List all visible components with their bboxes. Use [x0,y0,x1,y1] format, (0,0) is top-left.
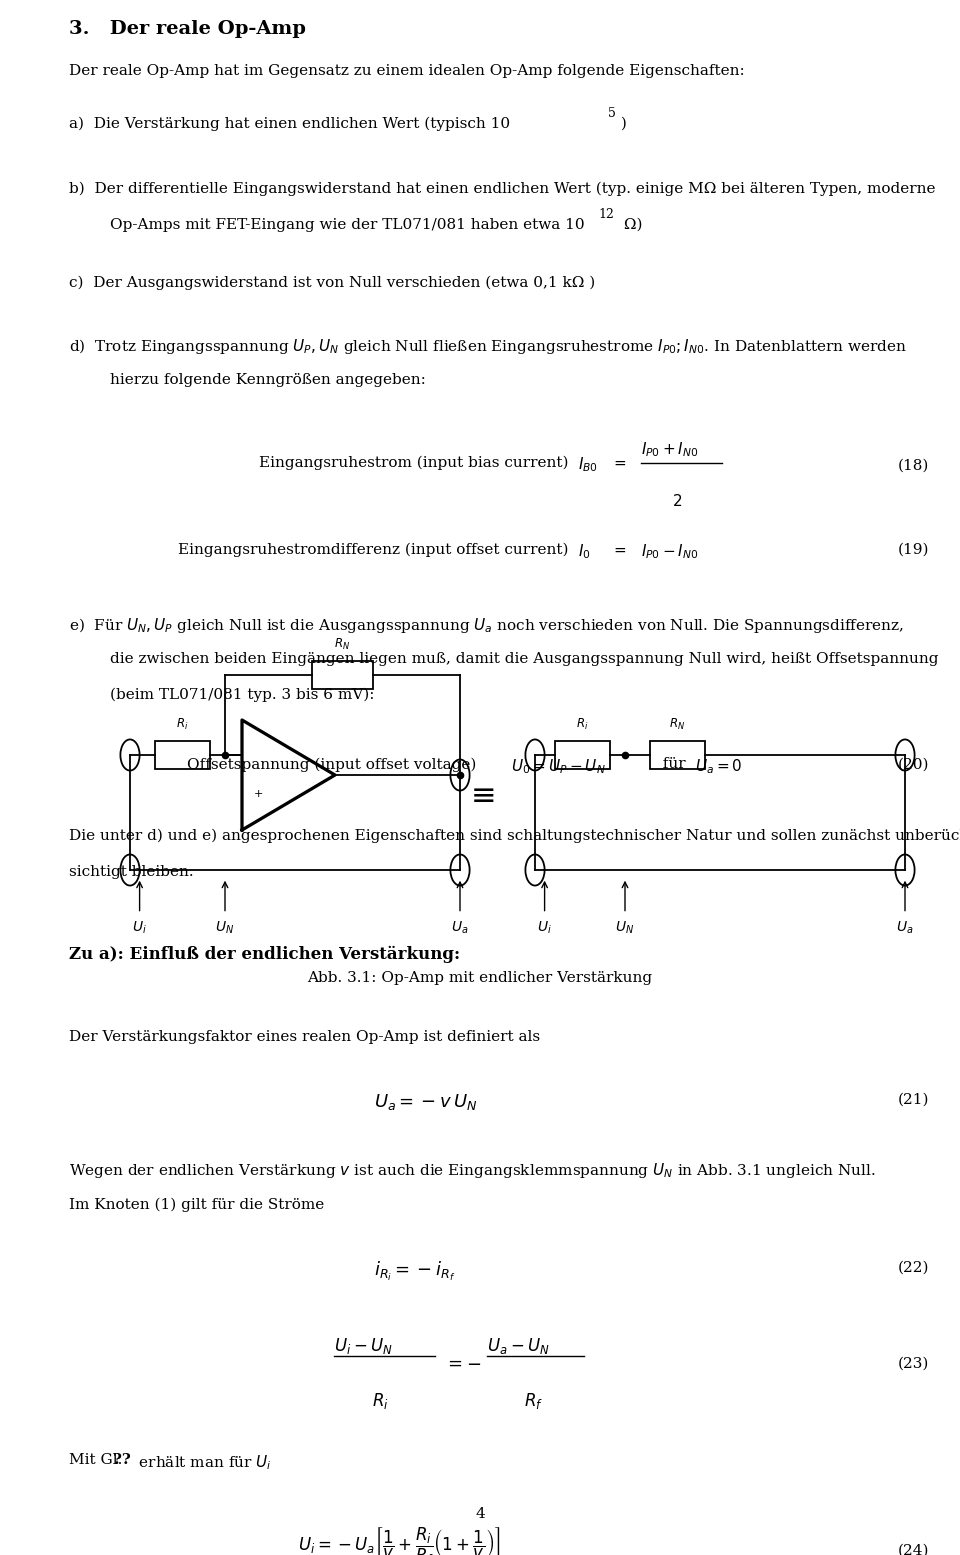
Text: 4: 4 [475,1507,485,1521]
Text: (22): (22) [898,1260,929,1274]
Text: $R_N$: $R_N$ [669,717,685,732]
Text: $=$: $=$ [611,543,627,557]
Text: (19): (19) [898,543,929,557]
Text: Op-Amps mit FET-Eingang wie der TL071/081 haben etwa 10: Op-Amps mit FET-Eingang wie der TL071/08… [110,218,585,232]
Text: Offsetspannung (input offset voltage): Offsetspannung (input offset voltage) [187,757,476,771]
Text: $U_i = -U_a\left[\dfrac{1}{v} + \dfrac{R_i}{R_f}\left(1+\dfrac{1}{v}\right)\righ: $U_i = -U_a\left[\dfrac{1}{v} + \dfrac{R… [298,1525,500,1555]
Text: erhält man für $U_i$: erhält man für $U_i$ [134,1452,273,1473]
Text: ≡: ≡ [471,782,496,812]
Text: Eingangsruhestrom (input bias current): Eingangsruhestrom (input bias current) [259,456,568,470]
Text: $U_a - U_N$: $U_a - U_N$ [487,1336,549,1356]
Text: sichtigt bleiben.: sichtigt bleiben. [69,865,194,879]
Text: e)  Für $U_N, U_P$ gleich Null ist die Ausgangsspannung $U_a$ noch verschieden v: e) Für $U_N, U_P$ gleich Null ist die Au… [69,616,904,634]
Text: 12: 12 [598,208,614,221]
Text: Der Verstärkungsfaktor eines realen Op-Amp ist definiert als: Der Verstärkungsfaktor eines realen Op-A… [69,1029,540,1043]
Text: $U_i$: $U_i$ [132,919,147,936]
FancyBboxPatch shape [555,742,610,770]
FancyBboxPatch shape [650,742,705,770]
Text: 3.   Der reale Op-Amp: 3. Der reale Op-Amp [69,20,306,39]
Text: $R_i$: $R_i$ [576,717,588,732]
Text: (20): (20) [898,757,929,771]
Text: $-$: $-$ [466,1353,481,1372]
Text: $i_{R_i} = -i_{R_f}$: $i_{R_i} = -i_{R_f}$ [374,1260,456,1283]
Text: (21): (21) [898,1092,929,1106]
Text: $I_{P0} + I_{N0}$: $I_{P0} + I_{N0}$ [641,440,699,459]
Text: a)  Die Verstärkung hat einen endlichen Wert (typisch 10: a) Die Verstärkung hat einen endlichen W… [69,117,511,131]
Text: (23): (23) [898,1356,929,1370]
Text: Im Knoten (1) gilt für die Ströme: Im Knoten (1) gilt für die Ströme [69,1197,324,1213]
Text: (beim TL071/081 typ. 3 bis 6 mV):: (beim TL071/081 typ. 3 bis 6 mV): [110,687,375,701]
Text: $U_N$: $U_N$ [215,919,234,936]
Text: c)  Der Ausgangswiderstand ist von Null verschieden (etwa 0,1 kΩ ): c) Der Ausgangswiderstand ist von Null v… [69,275,595,289]
Text: ): ) [616,117,627,131]
Text: Der reale Op-Amp hat im Gegensatz zu einem idealen Op-Amp folgende Eigenschaften: Der reale Op-Amp hat im Gegensatz zu ein… [69,64,745,78]
FancyBboxPatch shape [155,742,210,770]
Text: $=$: $=$ [444,1353,462,1372]
Text: $2$: $2$ [672,493,683,508]
FancyBboxPatch shape [312,661,373,689]
Text: 5: 5 [608,107,615,120]
Text: $I_{B0}$: $I_{B0}$ [578,456,598,474]
Text: $U_a$: $U_a$ [897,919,914,936]
Text: $U_a = -v\,U_N$: $U_a = -v\,U_N$ [374,1092,478,1112]
Text: die zwischen beiden Eingängen liegen muß, damit die Ausgangsspannung Null wird, : die zwischen beiden Eingängen liegen muß… [110,652,939,666]
Text: +: + [253,788,263,799]
Text: Ω): Ω) [619,218,642,232]
Text: $I_0$: $I_0$ [578,543,590,561]
Text: $U_0 = U_P - U_N$: $U_0 = U_P - U_N$ [511,757,606,776]
Text: Abb. 3.1: Op-Amp mit endlicher Verstärkung: Abb. 3.1: Op-Amp mit endlicher Verstärku… [307,970,653,984]
Text: $=$: $=$ [611,456,627,470]
Text: Wegen der endlichen Verstärkung $v$ ist auch die Eingangsklemmspannung $U_N$ in : Wegen der endlichen Verstärkung $v$ ist … [69,1160,876,1180]
Text: d)  Trotz Eingangsspannung $U_P, U_N$ gleich Null fließen Eingangsruhestrome $I_: d) Trotz Eingangsspannung $U_P, U_N$ gle… [69,337,907,356]
Text: Die unter d) und e) angesprochenen Eigenschaften sind schaltungstechnischer Natu: Die unter d) und e) angesprochenen Eigen… [69,829,960,843]
Text: $R_f$: $R_f$ [524,1390,543,1410]
Text: Eingangsruhestromdifferenz (input offset current): Eingangsruhestromdifferenz (input offset… [178,543,568,557]
Text: $U_i - U_N$: $U_i - U_N$ [334,1336,393,1356]
Text: (18): (18) [898,459,929,473]
Text: $I_{P0} - I_{N0}$: $I_{P0} - I_{N0}$ [641,543,699,561]
Text: $R_i$: $R_i$ [372,1390,389,1410]
Text: $U_N$: $U_N$ [615,919,635,936]
Text: hierzu folgende Kenngrößen angegeben:: hierzu folgende Kenngrößen angegeben: [110,373,426,387]
Text: $U_i$: $U_i$ [538,919,552,936]
Text: $R_N$: $R_N$ [334,636,350,652]
Text: $U_a$: $U_a$ [451,919,468,936]
Text: $U_a = 0$: $U_a = 0$ [695,757,742,776]
Text: b)  Der differentielle Eingangswiderstand hat einen endlichen Wert (typ. einige : b) Der differentielle Eingangswiderstand… [69,182,936,196]
Text: Mit Gl.: Mit Gl. [69,1452,128,1466]
Text: Zu a): Einfluß der endlichen Verstärkung:: Zu a): Einfluß der endlichen Verstärkung… [69,945,460,963]
Text: ??: ?? [113,1452,131,1466]
Text: für: für [653,757,695,771]
Text: (24): (24) [898,1543,929,1555]
Text: $R_i$: $R_i$ [177,717,189,732]
